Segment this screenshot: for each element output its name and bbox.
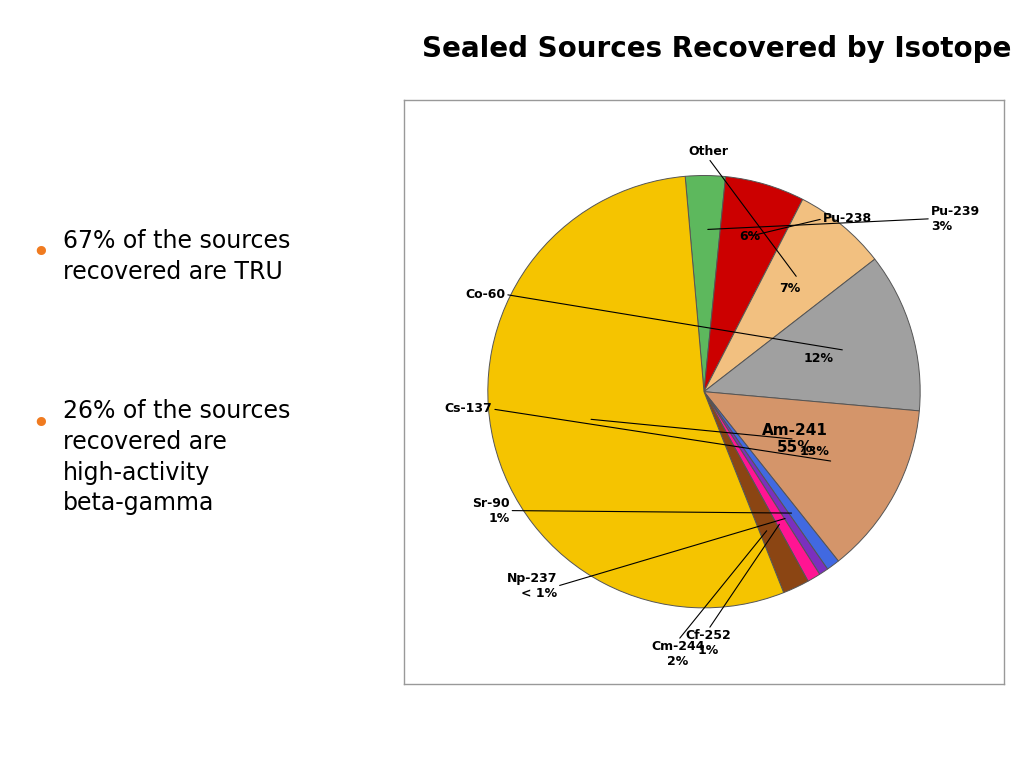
- Wedge shape: [705, 392, 839, 569]
- Wedge shape: [705, 177, 803, 392]
- Wedge shape: [705, 392, 819, 581]
- Wedge shape: [705, 392, 808, 593]
- Text: Np-237
< 1%: Np-237 < 1%: [507, 572, 557, 601]
- Text: Pu-238: Pu-238: [823, 212, 872, 225]
- Text: Cf-252
1%: Cf-252 1%: [685, 630, 731, 657]
- Text: 26% of the sources
recovered are
high-activity
beta-gamma: 26% of the sources recovered are high-ac…: [63, 399, 291, 515]
- Wedge shape: [685, 176, 726, 392]
- Text: 6%: 6%: [739, 230, 761, 243]
- Wedge shape: [705, 392, 827, 574]
- Text: Other: Other: [688, 145, 728, 158]
- Text: Am-241
55%: Am-241 55%: [762, 423, 827, 455]
- Text: Cm-244
2%: Cm-244 2%: [651, 641, 705, 668]
- Text: •: •: [31, 238, 50, 269]
- Text: 7%: 7%: [779, 282, 800, 295]
- Text: 12%: 12%: [803, 352, 834, 365]
- Text: Sr-90
1%: Sr-90 1%: [472, 497, 510, 525]
- Wedge shape: [705, 200, 874, 392]
- Wedge shape: [705, 259, 921, 411]
- Wedge shape: [487, 177, 783, 607]
- Text: Co-60: Co-60: [465, 288, 505, 301]
- Text: Pu-239
3%: Pu-239 3%: [931, 205, 980, 233]
- Wedge shape: [705, 392, 920, 561]
- Text: 67% of the sources
recovered are TRU: 67% of the sources recovered are TRU: [63, 229, 291, 283]
- Text: Cs-137: Cs-137: [444, 402, 493, 415]
- Text: Sealed Sources Recovered by Isotope: Sealed Sources Recovered by Isotope: [422, 35, 1012, 62]
- Text: 13%: 13%: [800, 445, 829, 458]
- Text: •: •: [31, 409, 50, 439]
